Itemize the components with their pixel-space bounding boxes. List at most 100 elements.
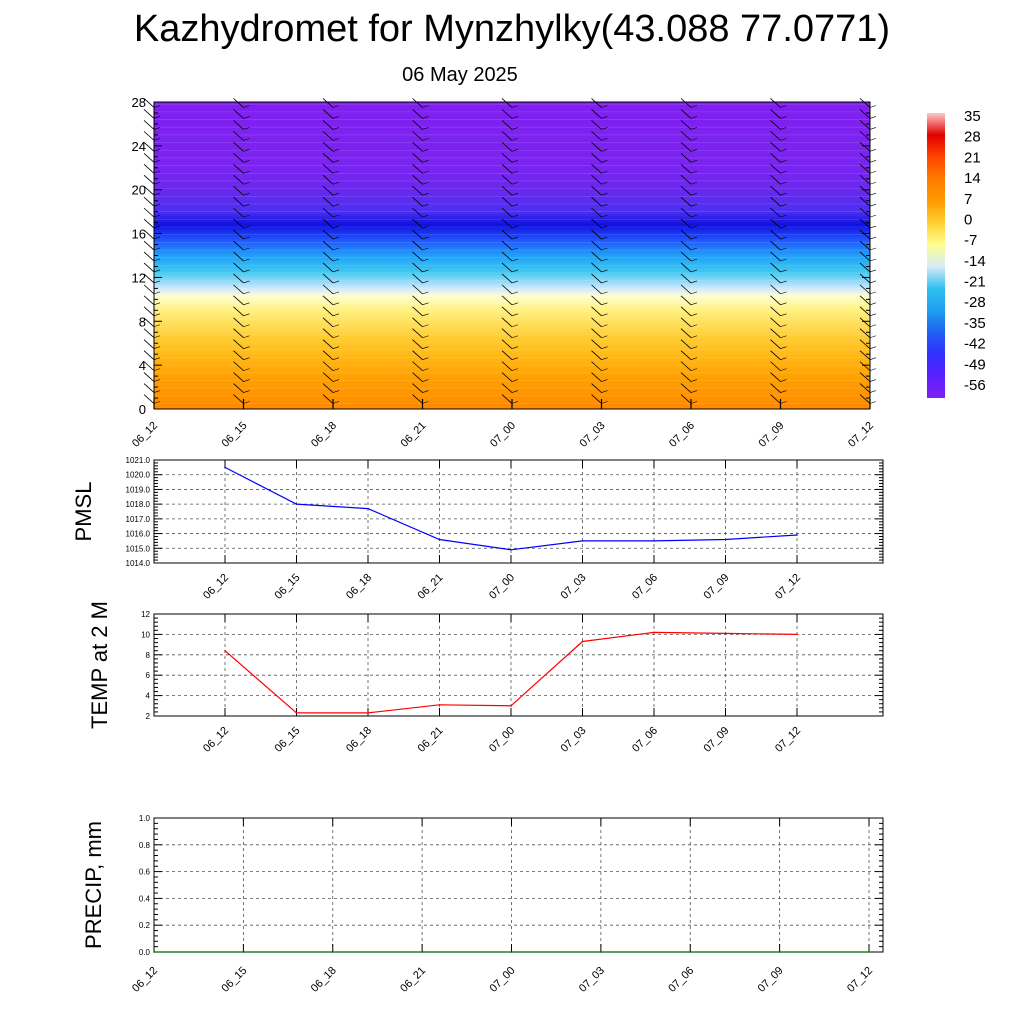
wind-barb-flag [501, 163, 513, 174]
x-tick-label: 07_00 [487, 725, 517, 755]
x-tick-label: 07_00 [487, 572, 517, 602]
wind-barb-flag [591, 240, 602, 251]
wind-barb-flag [591, 120, 602, 130]
chart-title: Kazhydromet for Mynzhylky(43.088 77.0771… [133, 8, 891, 50]
wind-barb-shaft [601, 269, 608, 273]
wind-barb-shaft [869, 214, 877, 218]
wind-barb-shaft [153, 160, 161, 163]
y-tick-label: 1018.0 [126, 500, 151, 509]
x-tick-label: 07_03 [578, 420, 608, 450]
wind-barb-flag [322, 174, 334, 185]
pmsl-data-point [224, 466, 226, 469]
wind-barb-flag [770, 350, 781, 360]
wind-barb-flag [859, 196, 871, 207]
wind-barb-flag [233, 240, 244, 251]
wind-barb-shaft [422, 346, 429, 349]
pmsl-data-point [510, 548, 512, 551]
wind-barb-shaft [511, 313, 519, 317]
wind-barb-shaft [153, 335, 161, 339]
section-field [154, 102, 870, 409]
wind-barb-flag [322, 218, 334, 229]
wind-barb-shaft [601, 324, 608, 328]
wind-barb-shaft [601, 127, 608, 130]
wind-barb-flag [412, 306, 423, 317]
wind-barb-shaft [153, 127, 161, 130]
wind-barb-shaft [332, 247, 340, 251]
wind-barb-shaft [690, 335, 698, 339]
temp_2m-data-point [224, 649, 226, 652]
y-tick-label: 0 [139, 402, 146, 417]
wind-barb-shaft [690, 160, 698, 163]
x-tick-label: 07_09 [756, 965, 786, 995]
wind-barb-flag [501, 185, 513, 196]
wind-barb-shaft [869, 291, 877, 295]
wind-barb-flag [322, 273, 334, 284]
y-tick-label: 10 [141, 630, 150, 639]
wind-barb-flag [859, 98, 871, 108]
wind-barb-flag [591, 383, 602, 393]
wind-barb-shaft [243, 368, 250, 371]
wind-barb-flag [770, 131, 781, 141]
wind-barb-flag [322, 196, 334, 207]
wind-barb-shaft [153, 401, 161, 404]
wind-barb-shaft [511, 203, 519, 207]
precip-data-point [331, 951, 334, 953]
wind-barb-flag [680, 284, 692, 295]
wind-barb-shaft [780, 170, 787, 174]
wind-barb-flag [591, 372, 602, 382]
x-tick-label: 06_18 [344, 725, 374, 755]
wind-barb-flag [322, 306, 334, 317]
wind-barb-flag [680, 383, 692, 393]
y-tick-label: 8 [146, 651, 151, 660]
wind-barb-flag [501, 361, 513, 371]
wind-barb-flag [680, 372, 692, 382]
wind-barb-flag [412, 295, 423, 306]
wind-barb-shaft [243, 181, 250, 185]
wind-barb-shaft [601, 379, 608, 382]
wind-barb-flag [859, 207, 871, 218]
wind-barb-shaft [243, 346, 250, 349]
wind-barb-shaft [780, 302, 787, 306]
wind-barb-flag [412, 251, 423, 262]
wind-barb-flag [233, 306, 244, 317]
wind-barb-flag [859, 262, 871, 273]
wind-barb-shaft [422, 138, 429, 141]
wind-barb-flag [501, 328, 513, 339]
wind-barb-shaft [153, 247, 161, 251]
wind-barb-flag [591, 229, 602, 240]
x-tick-label: 07_06 [666, 965, 696, 995]
wind-barb-flag [233, 361, 244, 371]
wind-barb-shaft [511, 335, 519, 339]
wind-barb-shaft [601, 105, 608, 108]
wind-barb-flag [680, 218, 692, 229]
wind-barb-shaft [601, 192, 608, 196]
wind-barb-shaft [869, 149, 877, 152]
x-tick-label: 06_18 [344, 572, 374, 602]
wind-barb-flag [859, 120, 871, 130]
wind-barb-flag [770, 240, 781, 251]
wind-barb-flag [143, 109, 155, 119]
wind-barb-flag [412, 153, 423, 163]
wind-barb-flag [770, 196, 781, 207]
wind-barb-flag [501, 295, 513, 306]
wind-barb-shaft [690, 258, 698, 262]
wind-barb-flag [143, 383, 155, 393]
x-tick-label: 07_03 [559, 725, 589, 755]
wind-barb-flag [501, 196, 513, 207]
wind-barb-flag [143, 153, 155, 163]
wind-barb-flag [143, 229, 155, 240]
wind-barb-shaft [869, 269, 877, 273]
wind-barb-flag [591, 142, 602, 152]
wind-barb-shaft [690, 269, 698, 273]
wind-barb-flag [322, 295, 334, 306]
wind-barb-flag [770, 251, 781, 262]
wind-barb-flag [412, 120, 423, 130]
pmsl-data-point [581, 540, 584, 542]
wind-barb-flag [591, 350, 602, 360]
wind-barb-flag [680, 120, 692, 130]
wind-barb-shaft [690, 225, 698, 229]
wind-barb-flag [591, 131, 602, 141]
wind-barb-shaft [153, 258, 161, 262]
wind-barb-shaft [243, 313, 250, 317]
wind-barb-flag [680, 196, 692, 207]
